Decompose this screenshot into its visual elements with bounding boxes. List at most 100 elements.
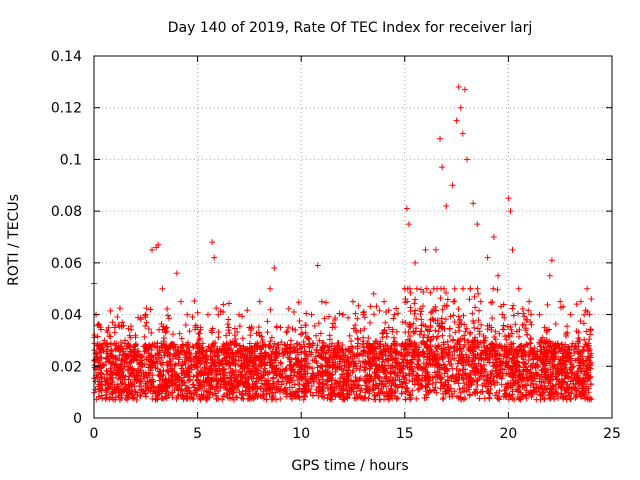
dense-point-mark <box>354 335 361 342</box>
dense-point-mark <box>142 389 149 396</box>
dense-point-mark <box>319 369 326 376</box>
dense-point-mark <box>423 391 430 398</box>
dense-point-mark <box>411 378 418 385</box>
dense-point-mark <box>115 393 122 400</box>
dense-point-mark <box>412 346 419 353</box>
dense-point-mark <box>505 332 512 339</box>
dense-point-mark <box>582 307 589 314</box>
dense-point-mark <box>91 362 98 369</box>
roti-point <box>308 311 315 318</box>
dense-point-mark <box>146 343 153 350</box>
dense-point-mark <box>178 386 185 393</box>
dense-point-mark <box>249 380 256 387</box>
dense-point-mark <box>350 388 357 395</box>
dense-point-mark <box>235 383 242 390</box>
dense-point-mark <box>357 327 364 334</box>
dense-point-mark <box>300 338 307 345</box>
dense-point-mark <box>324 378 331 385</box>
dense-point-mark <box>451 355 458 362</box>
dense-point-mark <box>264 369 271 376</box>
x-tick-label: 0 <box>90 426 99 442</box>
dense-point-mark <box>354 343 361 350</box>
dense-point-mark <box>441 346 448 353</box>
dense-point-mark <box>434 345 441 352</box>
dense-point-mark <box>158 343 165 350</box>
dense-point-mark <box>407 332 414 339</box>
dense-point-mark <box>244 352 251 359</box>
y-tick-label: 0 <box>73 411 82 427</box>
x-tick-label: 10 <box>292 426 310 442</box>
roti-point <box>484 254 491 261</box>
dense-point-mark <box>242 380 249 387</box>
dense-point-mark <box>472 342 479 349</box>
dense-point-mark <box>537 392 544 399</box>
dense-point-mark <box>298 358 305 365</box>
dense-point-mark <box>479 382 486 389</box>
dense-point-mark <box>199 340 206 347</box>
dense-point-mark <box>132 342 139 349</box>
dense-point-mark <box>212 390 219 397</box>
dense-point-mark <box>178 335 185 342</box>
dense-point-mark <box>520 349 527 356</box>
dense-point-mark <box>118 343 125 350</box>
roti-point <box>256 298 263 305</box>
dense-point-mark <box>321 315 328 322</box>
dense-point-mark <box>415 357 422 364</box>
dense-point-mark <box>143 319 150 326</box>
dense-point-mark <box>392 349 399 356</box>
dense-point-mark <box>553 370 560 377</box>
dense-point-mark <box>437 375 444 382</box>
dense-point-mark <box>205 343 212 350</box>
dense-point-mark <box>396 376 403 383</box>
dense-point-mark <box>329 377 336 384</box>
dense-point-mark <box>497 351 504 358</box>
dense-point-mark <box>578 368 585 375</box>
dense-point-mark <box>552 388 559 395</box>
dense-point-mark <box>341 362 348 369</box>
dense-point-mark <box>437 295 444 302</box>
dense-point-mark <box>401 343 408 350</box>
dense-point-mark <box>411 329 418 336</box>
dense-point-mark <box>329 340 336 347</box>
roti-point <box>495 272 502 279</box>
dense-point-mark <box>235 349 242 356</box>
dense-point-mark <box>522 327 529 334</box>
dense-point-mark <box>572 381 579 388</box>
dense-point-mark <box>137 378 144 385</box>
dense-point-mark <box>235 368 242 375</box>
dense-point-mark <box>138 387 145 394</box>
dense-point-mark <box>534 371 541 378</box>
dense-point-mark <box>295 351 302 358</box>
dense-point-mark <box>226 381 233 388</box>
dense-point-mark <box>337 392 344 399</box>
dense-point-mark <box>555 345 562 352</box>
dense-point-mark <box>234 329 241 336</box>
dense-point-mark <box>520 366 527 373</box>
dense-point-mark <box>406 323 413 330</box>
dense-point-mark <box>287 365 294 372</box>
dense-point-mark <box>306 348 313 355</box>
dense-point-mark <box>162 329 169 336</box>
dense-point-mark <box>361 314 368 321</box>
dense-point-mark <box>357 363 364 370</box>
roti-point <box>329 324 336 331</box>
dense-point-mark <box>555 395 562 402</box>
dense-point-mark <box>587 326 594 333</box>
dense-point-mark <box>178 362 185 369</box>
dense-point-mark <box>223 354 230 361</box>
dense-point-mark <box>300 396 307 403</box>
dense-point-mark <box>163 359 170 366</box>
dense-point-mark <box>96 345 103 352</box>
dense-point-mark <box>473 378 480 385</box>
dense-point-mark <box>562 364 569 371</box>
dense-point-mark <box>494 286 501 293</box>
dense-point-mark <box>405 329 412 336</box>
dense-point-mark <box>341 375 348 382</box>
dense-point-mark <box>210 361 217 368</box>
dense-point-mark <box>509 305 516 312</box>
dense-point-mark <box>170 350 177 357</box>
dense-point-mark <box>491 362 498 369</box>
dense-point-mark <box>483 344 490 351</box>
dense-point-mark <box>581 311 588 318</box>
dense-point-mark <box>312 353 319 360</box>
